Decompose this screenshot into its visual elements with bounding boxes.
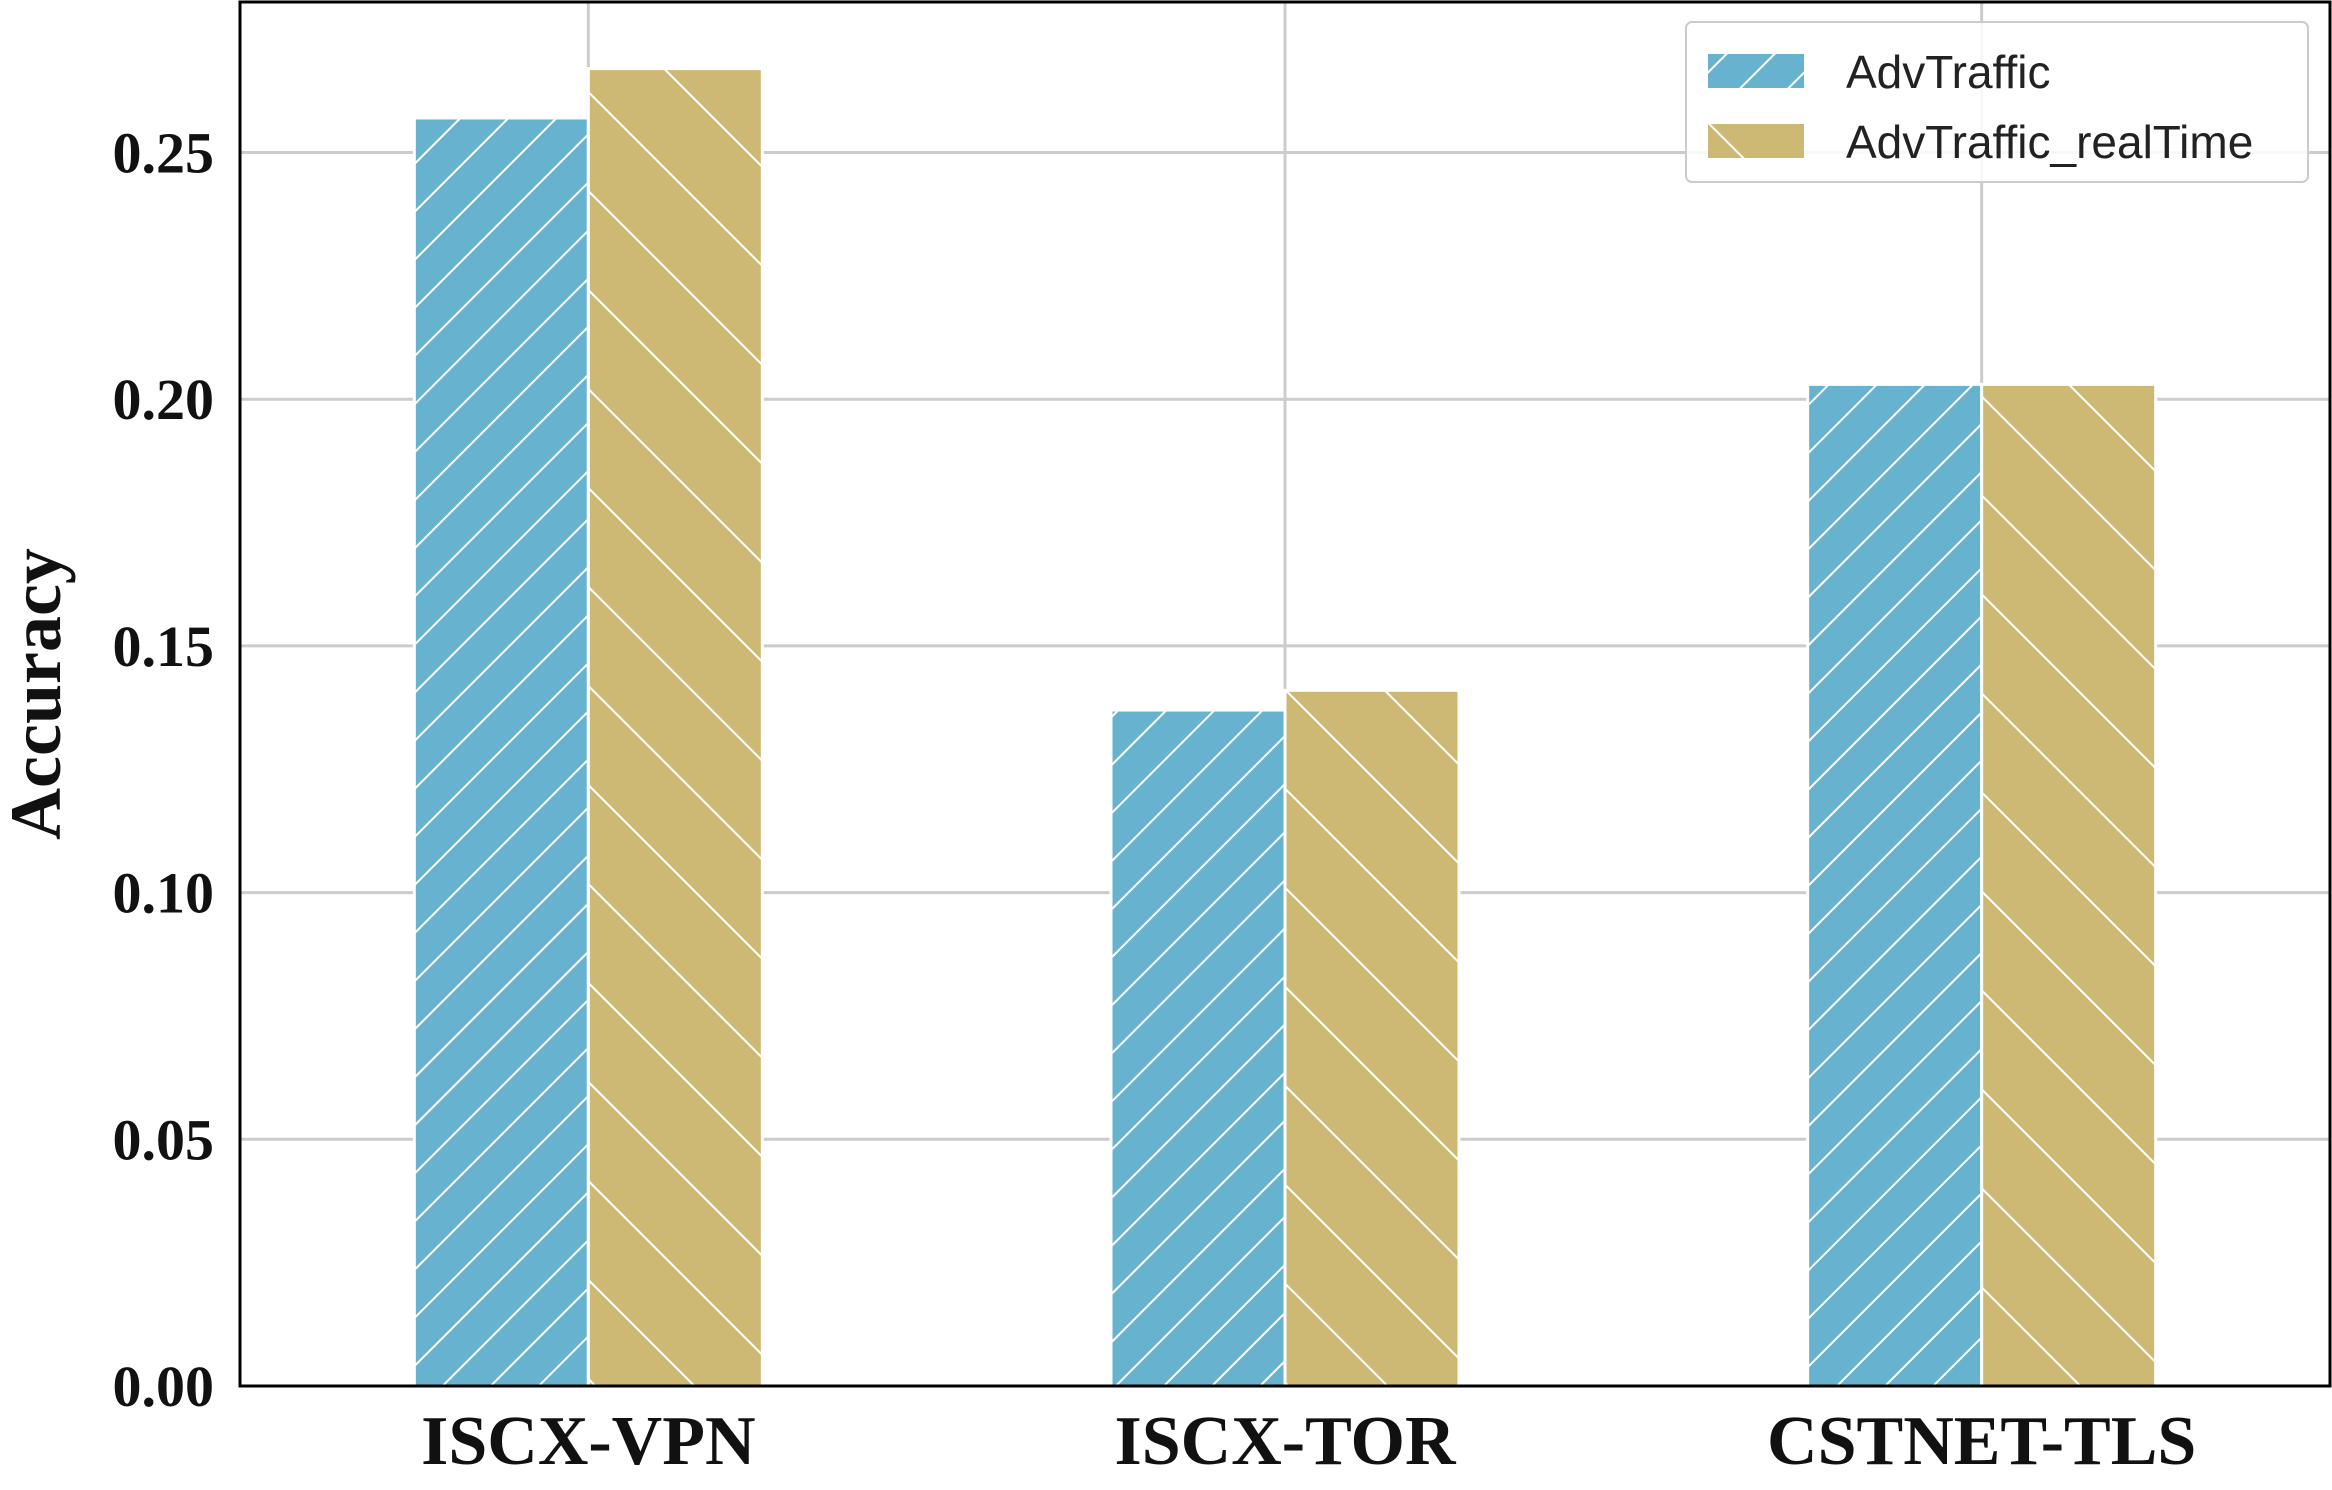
bars [412, 67, 2158, 1388]
y-tick-label: 0.25 [113, 120, 215, 185]
bar [1806, 382, 1984, 1388]
y-tick-label: 0.10 [113, 861, 215, 926]
bar-hatch [1109, 708, 1287, 1388]
plot-frame [238, 0, 2332, 1388]
bar-hatch [1980, 382, 2158, 1388]
legend: AdvTraffic AdvTraffic_realTime [1685, 21, 2309, 183]
y-tick-label: 0.05 [113, 1107, 215, 1172]
x-tick-label: ISCX-VPN [421, 1403, 755, 1480]
legend-box [1685, 21, 2309, 183]
x-tick-label: CSTNET-TLS [1767, 1403, 2196, 1480]
legend-swatch-hatch [1708, 124, 1804, 158]
x-tick-label: ISCX-TOR [1114, 1403, 1456, 1480]
y-tick-label: 0.20 [113, 367, 215, 432]
bar [586, 67, 764, 1388]
y-axis-ticks: 0.00 0.05 0.10 0.15 0.20 0.25 [113, 120, 215, 1419]
legend-entry: AdvTraffic [1708, 46, 2051, 98]
y-axis-title: Accuracy [0, 548, 76, 840]
bar-hatch [412, 116, 590, 1388]
bar [1980, 382, 2158, 1388]
bar-hatch [586, 67, 764, 1388]
bar-hatch [1283, 688, 1461, 1388]
legend-entry: AdvTraffic_realTime [1708, 116, 2253, 168]
legend-label: AdvTraffic [1846, 46, 2051, 98]
x-axis-ticks: ISCX-VPN ISCX-TOR CSTNET-TLS [421, 1403, 2196, 1480]
y-tick-label: 0.00 [113, 1354, 215, 1419]
bar [1109, 708, 1287, 1388]
bar-hatch [1806, 382, 1984, 1388]
legend-label: AdvTraffic_realTime [1846, 116, 2253, 168]
bar [412, 116, 590, 1388]
legend-swatch-hatch [1708, 54, 1804, 88]
y-tick-label: 0.15 [113, 614, 215, 679]
bar [1283, 688, 1461, 1388]
